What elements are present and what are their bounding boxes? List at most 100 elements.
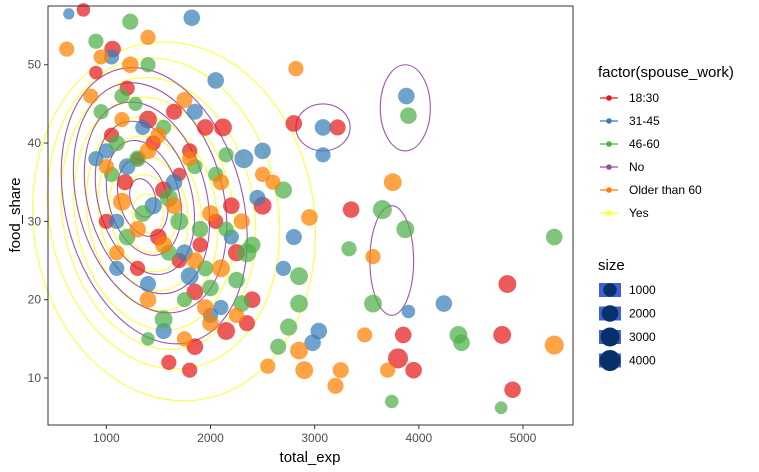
point-46-60-33 xyxy=(372,200,392,220)
point-31-45-5 xyxy=(186,103,203,120)
point-46-60-26 xyxy=(290,294,308,313)
point-46-60-28 xyxy=(154,310,173,329)
legend-key-yes xyxy=(606,210,612,216)
point-older-than-60-12 xyxy=(182,151,198,167)
point-18-30-38 xyxy=(98,213,114,229)
y-tick-label-40: 40 xyxy=(28,136,42,150)
x-axis: 1000 2000 3000 4000 5000 xyxy=(93,425,537,445)
point-older-than-60-25 xyxy=(228,307,245,323)
point-older-than-60-15 xyxy=(165,197,183,215)
point-older-than-60-33 xyxy=(327,377,344,394)
point-older-than-60-30 xyxy=(290,341,308,360)
point-31-45-3 xyxy=(103,49,120,65)
y-tick-label-50: 50 xyxy=(28,58,42,72)
point-18-30-18 xyxy=(192,237,208,253)
legend-key-18-30 xyxy=(606,95,612,101)
point-46-60-25 xyxy=(233,295,251,312)
point-46-60-27 xyxy=(290,267,308,286)
point-31-45-4 xyxy=(207,72,225,89)
y-axis-title: food_share xyxy=(7,177,24,252)
point-older-than-60-16 xyxy=(202,205,219,222)
color-legend: factor(spouse_work) 18:30 31-45 46-60 No Old… xyxy=(598,64,734,220)
point-31-45-31 xyxy=(435,295,453,312)
point-46-60-24 xyxy=(176,292,193,308)
point-older-than-60-23 xyxy=(139,291,157,308)
point-older-than-60-22 xyxy=(211,259,230,278)
point-18-30-3 xyxy=(89,65,103,80)
point-31-45-15 xyxy=(109,213,125,229)
point-older-than-60-11 xyxy=(98,158,114,175)
point-older-than-60-2 xyxy=(140,29,156,45)
point-46-60-40 xyxy=(494,401,508,415)
point-31-45-12 xyxy=(165,173,183,191)
point-older-than-60-13 xyxy=(212,174,229,191)
legend-key-no xyxy=(606,164,612,170)
point-18-30-30 xyxy=(342,201,360,218)
point-older-than-60-14 xyxy=(113,192,131,211)
point-older-than-60-17 xyxy=(129,220,146,238)
scatter-points xyxy=(59,3,564,415)
legend-label-46-60: 46-60 xyxy=(629,137,660,151)
point-18-30-34 xyxy=(493,326,512,344)
point-31-45-11 xyxy=(88,151,104,167)
point-older-than-60-3 xyxy=(93,49,109,65)
point-older-than-60-18 xyxy=(233,213,250,230)
point-18-30-24 xyxy=(217,322,236,340)
point-31-45-26 xyxy=(315,147,331,163)
point-older-than-60-32 xyxy=(332,362,349,379)
point-18-30-13 xyxy=(117,174,134,191)
legend-label-older-than-60: Older than 60 xyxy=(629,183,702,197)
y-axis: 10 20 30 40 50 xyxy=(28,58,48,385)
point-18-30-16 xyxy=(223,197,240,215)
point-18-30-12 xyxy=(214,118,232,137)
point-older-than-60-19 xyxy=(155,236,173,254)
size-key-1000 xyxy=(603,283,617,297)
point-31-45-20 xyxy=(180,267,199,286)
point-31-45-24 xyxy=(285,229,302,246)
point-46-60-19 xyxy=(237,243,257,263)
point-31-45-2 xyxy=(183,9,201,27)
point-older-than-60-39 xyxy=(254,166,271,182)
point-46-60-43 xyxy=(128,96,143,112)
point-18-30-5 xyxy=(166,103,183,120)
x-tick-label-3000: 3000 xyxy=(301,431,328,445)
legend-key-46-60 xyxy=(606,141,612,147)
point-46-60-4 xyxy=(114,88,130,104)
legend-label-no: No xyxy=(629,160,645,174)
point-older-than-60-7 xyxy=(83,88,99,104)
point-46-60-44 xyxy=(202,279,219,297)
y-tick-label-20: 20 xyxy=(28,293,42,307)
point-46-60-41 xyxy=(545,228,563,246)
legend-label-yes: Yes xyxy=(629,206,649,220)
x-axis-title: total_exp xyxy=(280,449,341,466)
point-46-60-8 xyxy=(218,147,234,163)
point-older-than-60-10 xyxy=(139,142,157,160)
point-18-30-36 xyxy=(504,381,521,399)
point-18-30-28 xyxy=(285,115,303,132)
point-older-than-60-28 xyxy=(301,209,318,226)
point-46-60-29 xyxy=(141,332,155,346)
legend-label-31-45: 31-45 xyxy=(629,114,660,128)
contour-yes-5 xyxy=(85,115,219,312)
point-older-than-60-5 xyxy=(121,56,139,74)
point-46-60-39 xyxy=(385,394,399,409)
point-31-45-27 xyxy=(398,87,415,105)
legend-key-31-45 xyxy=(606,118,612,124)
point-46-60-2 xyxy=(88,33,104,49)
point-18-30-29 xyxy=(329,119,346,136)
point-46-60-17 xyxy=(218,221,234,237)
point-46-60-35 xyxy=(364,294,382,313)
point-46-60-30 xyxy=(280,318,298,336)
point-older-than-60-1 xyxy=(59,41,75,57)
point-older-than-60-9 xyxy=(150,127,167,144)
size-label-3000: 3000 xyxy=(629,330,656,344)
point-46-60-42 xyxy=(170,212,189,231)
point-31-45-32 xyxy=(401,304,416,319)
point-46-60-5 xyxy=(93,104,109,120)
point-18-30-27 xyxy=(182,362,198,378)
point-older-than-60-29 xyxy=(265,174,281,190)
point-31-45-14 xyxy=(249,189,266,206)
y-tick-label-10: 10 xyxy=(28,371,42,385)
point-18-30-32 xyxy=(387,348,409,369)
point-46-60-23 xyxy=(228,271,245,289)
